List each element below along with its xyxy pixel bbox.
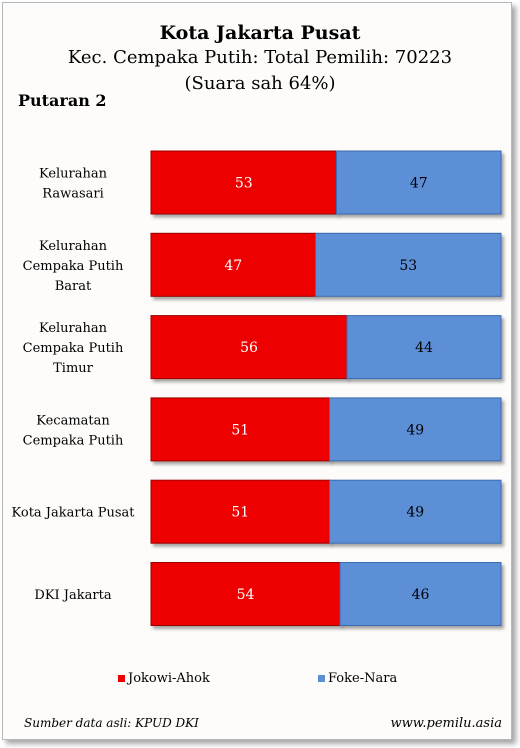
data-label: 49 xyxy=(406,505,424,521)
legend-item-jokowi-ahok: Jokowi-Ahok xyxy=(118,671,210,686)
bar-foke-nara xyxy=(346,315,502,380)
data-label: 44 xyxy=(415,340,433,356)
data-label: 51 xyxy=(231,422,249,438)
chart-subtitle-valid-votes: (Suara sah 64%) xyxy=(184,73,336,94)
data-label: 47 xyxy=(410,176,428,192)
site-url: www.pemilu.asia xyxy=(390,716,502,731)
data-label: 46 xyxy=(412,587,430,603)
chart-subtitle: Kec. Cempaka Putih: Total Pemilih: 70223 xyxy=(67,47,453,68)
data-label: 51 xyxy=(231,505,249,521)
bar-jokowi-ahok xyxy=(150,562,341,626)
bar-jokowi-ahok xyxy=(150,150,337,215)
bar-foke-nara xyxy=(339,562,502,626)
category-label: Kecamatan Cempaka Putih xyxy=(23,413,124,448)
data-label: 53 xyxy=(399,258,417,274)
legend-item-foke-nara: Foke-Nara xyxy=(318,671,397,686)
bar-jokowi-ahok xyxy=(150,232,316,297)
category-label: Kota Jakarta Pusat xyxy=(12,506,136,521)
data-label: 56 xyxy=(240,340,258,356)
bar-jokowi-ahok xyxy=(150,315,348,380)
category-label: Kelurahan Rawasari xyxy=(39,167,108,202)
data-label: 49 xyxy=(406,422,424,438)
category-label: Kelurahan Cempaka Putih Barat xyxy=(23,239,124,294)
bar-jokowi-ahok xyxy=(150,479,330,544)
source-note: Sumber data asli: KPUD DKI xyxy=(24,716,199,730)
data-label: 47 xyxy=(224,258,242,274)
legend-label-jokowi-ahok: Jokowi-Ahok xyxy=(128,671,210,686)
data-label: 54 xyxy=(237,587,255,603)
chart-title: Kota Jakarta Pusat xyxy=(159,22,361,44)
data-label: 53 xyxy=(235,176,253,192)
bar-foke-nara xyxy=(329,397,502,462)
round-label: Putaran 2 xyxy=(18,91,107,110)
bar-foke-nara xyxy=(315,232,502,297)
legend-swatch-jokowi-ahok xyxy=(118,675,125,682)
bar-foke-nara xyxy=(336,150,502,215)
bar-jokowi-ahok xyxy=(150,397,330,462)
legend-label-foke-nara: Foke-Nara xyxy=(328,671,398,686)
legend-swatch-foke-nara xyxy=(318,675,325,682)
category-label: Kelurahan Cempaka Putih Timur xyxy=(23,321,124,376)
category-label: DKI Jakarta xyxy=(34,588,111,603)
bar-foke-nara xyxy=(329,479,502,544)
